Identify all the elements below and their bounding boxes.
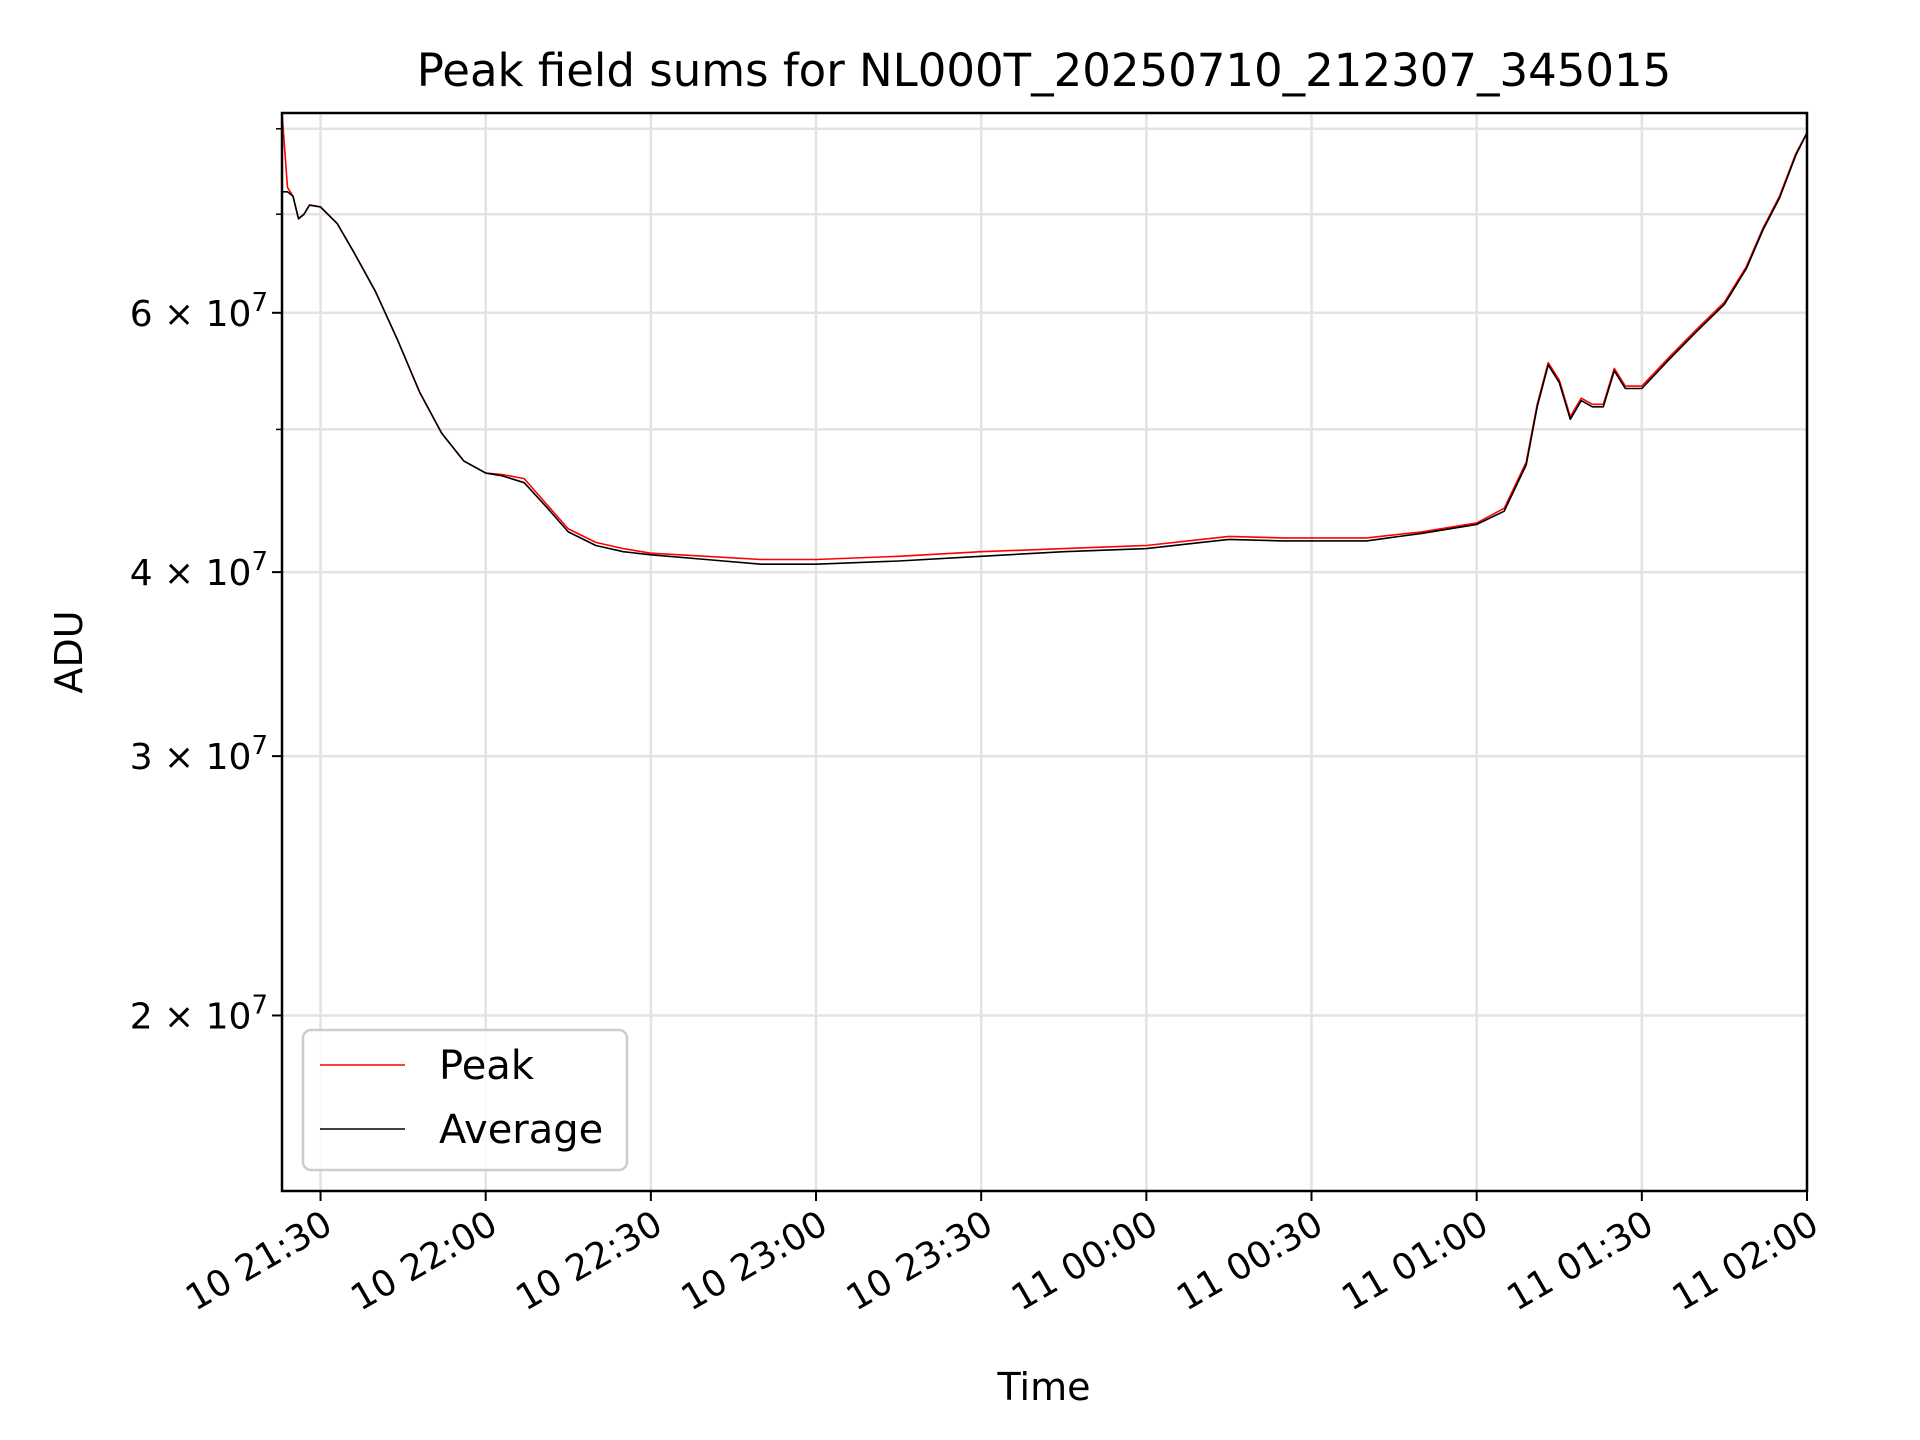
y-tick-label: 6 × 107: [130, 288, 268, 335]
grid: [282, 113, 1809, 1191]
chart-title: Peak field sums for NL000T_20250710_2123…: [417, 44, 1672, 97]
legend-label-average: Average: [439, 1107, 603, 1153]
series-line-average: [281, 132, 1808, 1191]
plot-frame: [280, 111, 1809, 1193]
series-layer: [281, 112, 1808, 1191]
y-axis: 2 × 107 3 × 107 4 × 107 6 × 107: [130, 128, 282, 1037]
x-axis-label: Time: [997, 1365, 1091, 1409]
y-tick-label: 4 × 107: [130, 547, 268, 594]
y-axis-label: ADU: [47, 610, 91, 693]
legend-label-peak: Peak: [439, 1043, 535, 1089]
legend: Peak Average: [301, 1028, 629, 1172]
y-tick-label: 3 × 107: [130, 731, 268, 778]
y-tick-label: 2 × 107: [130, 990, 268, 1037]
